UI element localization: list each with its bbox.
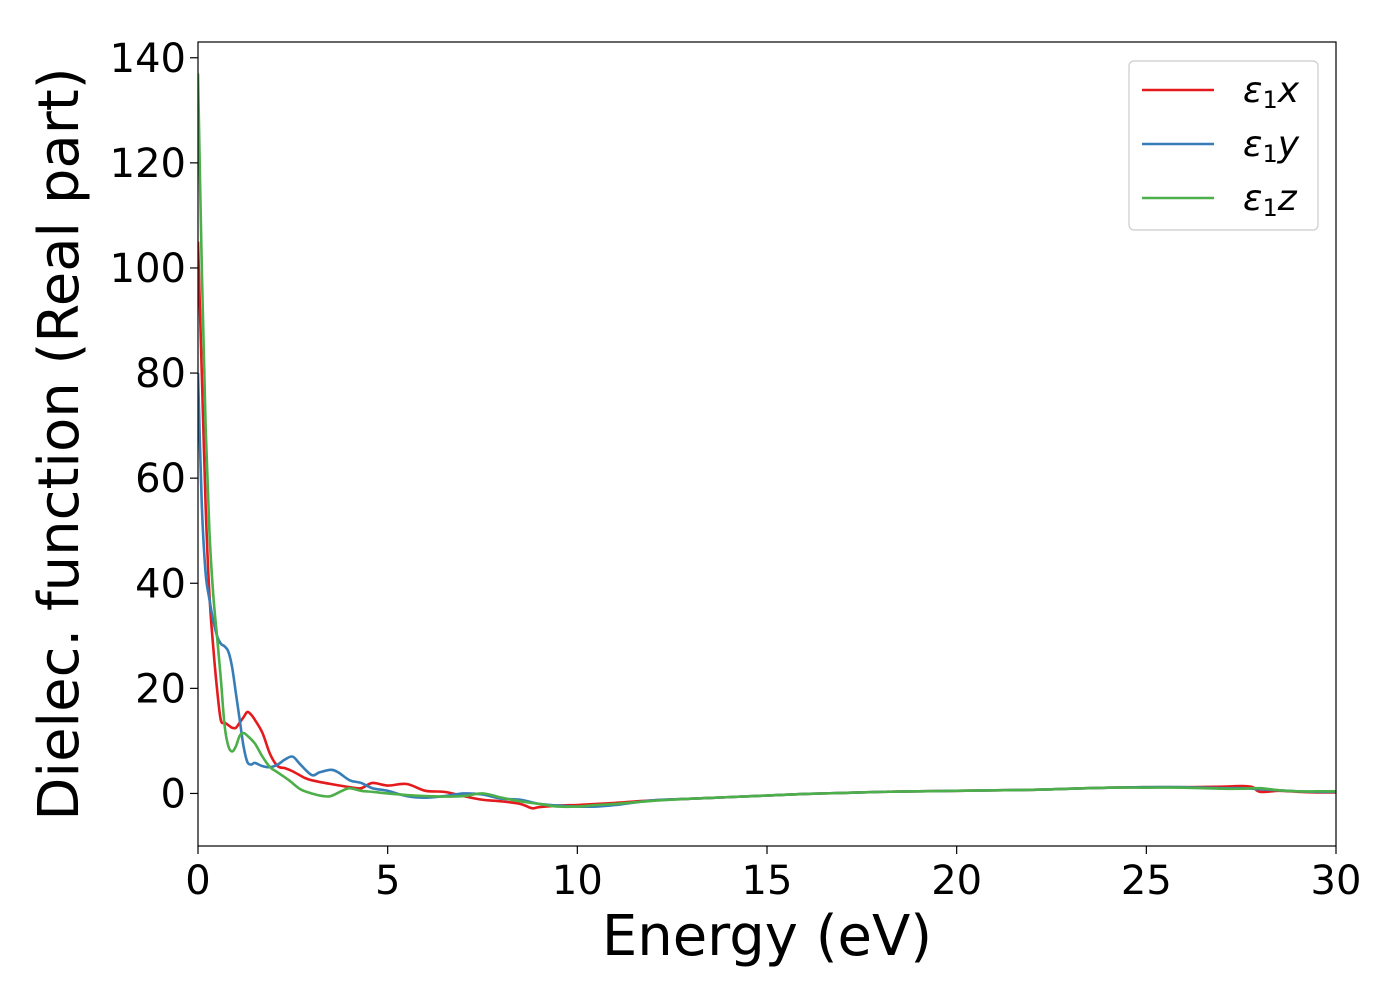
x-tick-label: 5 — [375, 858, 400, 904]
x-tick-label: 30 — [1311, 858, 1362, 904]
x-tick-label: 15 — [742, 858, 793, 904]
y-axis-label: Dielec. function (Real part) — [27, 67, 92, 820]
ticks-layer: 0 5 10 15 20 25 30 0 20 40 60 80 100 120 140 — [110, 36, 1362, 904]
legend-label-z: ε1z — [1243, 178, 1298, 222]
y-tick-label: 80 — [135, 351, 186, 397]
y-tick-label: 60 — [135, 456, 186, 502]
legend-label-x: ε1x — [1243, 70, 1300, 114]
series-line-x — [198, 241, 1336, 810]
y-tick-label: 120 — [110, 141, 186, 187]
series-line-y — [198, 373, 1336, 809]
legend-box — [1128, 60, 1319, 231]
y-tick-label: 140 — [110, 36, 186, 82]
y-tick-label: 40 — [135, 561, 186, 607]
y-tick-label: 100 — [110, 246, 186, 292]
x-tick-label: 25 — [1121, 858, 1172, 904]
series-layer — [198, 73, 1336, 810]
x-tick-label: 10 — [552, 858, 603, 904]
x-tick-label: 0 — [185, 858, 210, 904]
y-tick-label: 20 — [135, 666, 186, 712]
legend: ε1x ε1y ε1z — [1128, 60, 1319, 231]
x-axis-label: Energy (eV) — [602, 904, 932, 969]
series-line-z — [198, 73, 1336, 809]
y-tick-label: 0 — [161, 771, 186, 817]
x-tick-label: 20 — [931, 858, 982, 904]
legend-label-y: ε1y — [1243, 124, 1300, 168]
